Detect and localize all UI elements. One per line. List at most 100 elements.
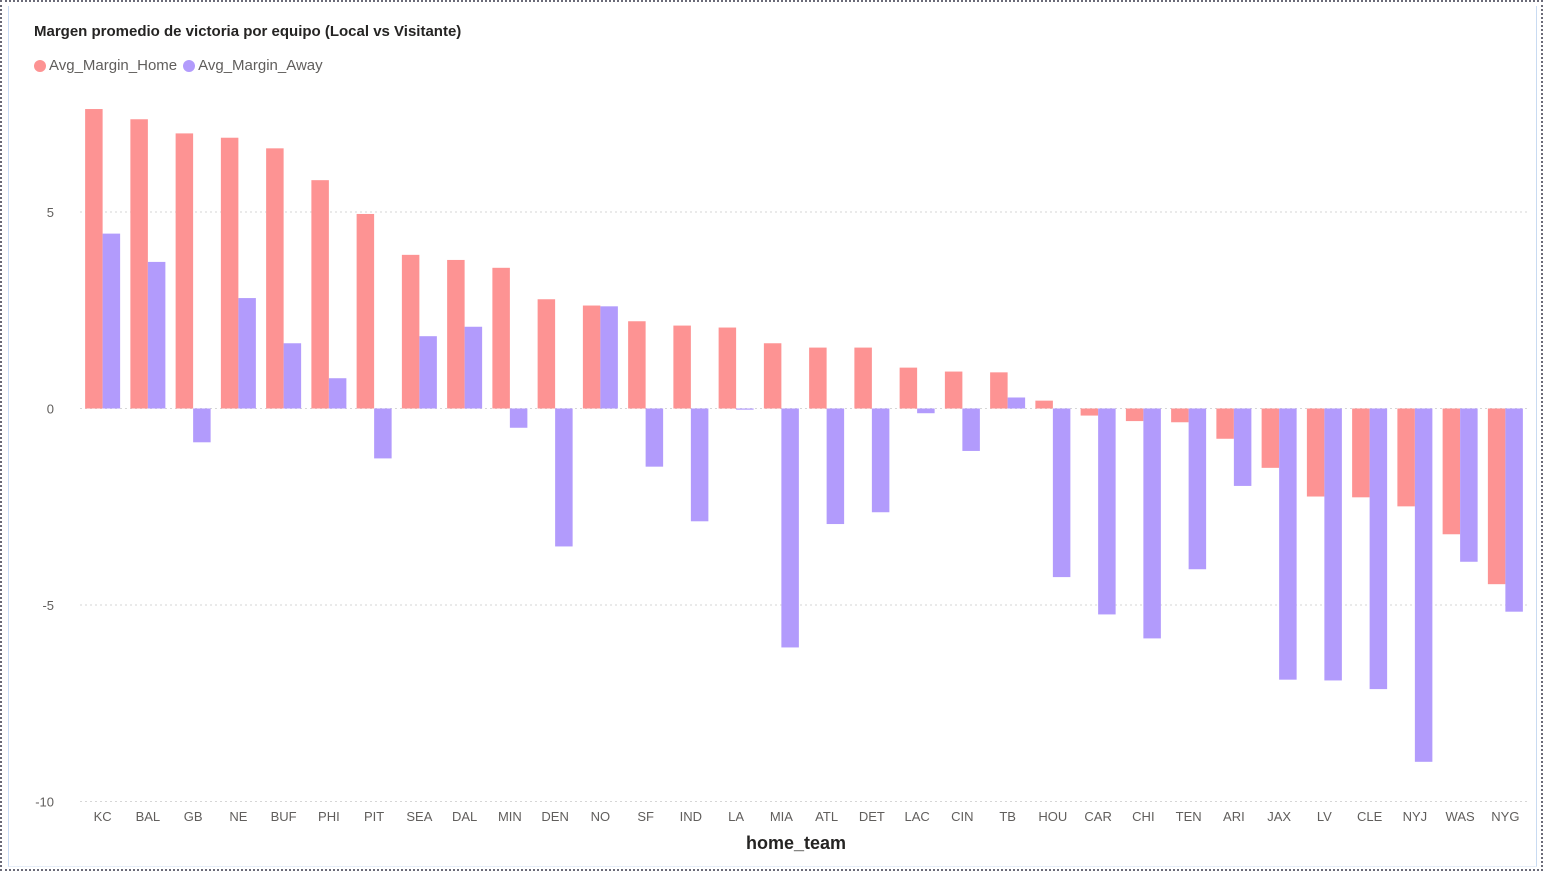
bar-home-phi[interactable] [311, 180, 329, 409]
y-tick-label: -5 [42, 598, 54, 613]
x-tick-label: MIN [498, 809, 522, 824]
x-tick-label: SF [637, 809, 654, 824]
visual-inner-edge [8, 6, 1537, 867]
bar-home-min[interactable] [492, 267, 510, 409]
bar-home-cle[interactable] [1352, 408, 1370, 498]
x-tick-label: ARI [1223, 809, 1245, 824]
bar-away-sf[interactable] [645, 408, 664, 467]
x-tick-label: DET [859, 809, 885, 824]
bars[interactable] [85, 109, 1523, 762]
bar-home-det[interactable] [854, 347, 872, 409]
bar-away-det[interactable] [871, 408, 890, 513]
x-tick-label: NYG [1491, 809, 1519, 824]
bar-away-pit[interactable] [374, 408, 392, 459]
x-tick-label: DAL [452, 809, 477, 824]
x-tick-label: BUF [271, 809, 297, 824]
x-tick-label: CIN [951, 809, 973, 824]
bar-away-mia[interactable] [781, 408, 799, 648]
bar-away-cin[interactable] [962, 408, 980, 451]
bar-away-lv[interactable] [1324, 408, 1342, 681]
bar-home-atl[interactable] [809, 347, 827, 409]
gridlines [80, 211, 1528, 802]
bar-away-car[interactable] [1098, 408, 1116, 615]
bar-home-cin[interactable] [944, 371, 963, 409]
bar-home-car[interactable] [1080, 408, 1099, 416]
bar-away-was[interactable] [1460, 408, 1478, 562]
x-tick-label: CLE [1357, 809, 1383, 824]
bar-home-hou[interactable] [1035, 400, 1053, 409]
legend-item-away[interactable]: Avg_Margin_Away [183, 57, 323, 74]
bar-away-bal[interactable] [147, 261, 166, 409]
bar-home-la[interactable] [718, 327, 737, 409]
x-tick-label: NE [229, 809, 247, 824]
bar-away-min[interactable] [509, 408, 528, 428]
bar-away-tb[interactable] [1007, 397, 1026, 409]
x-tick-label: GB [184, 809, 203, 824]
x-tick-label: SEA [406, 809, 432, 824]
x-tick-label: TEN [1176, 809, 1202, 824]
bar-home-nyj[interactable] [1397, 408, 1415, 507]
bar-away-no[interactable] [600, 306, 618, 409]
bar-home-chi[interactable] [1125, 408, 1144, 422]
bar-home-ne[interactable] [220, 137, 239, 409]
bar-home-jax[interactable] [1261, 408, 1280, 468]
bar-away-hou[interactable] [1052, 408, 1071, 578]
x-tick-label: ATL [815, 809, 838, 824]
bar-away-gb[interactable] [193, 408, 211, 443]
bar-home-ind[interactable] [673, 325, 691, 409]
bar-away-kc[interactable] [102, 233, 121, 409]
y-axis-ticks: 5 0 -5 -10 [35, 205, 54, 810]
bar-home-dal[interactable] [447, 259, 465, 409]
bar-away-dal[interactable] [464, 326, 483, 409]
x-tick-label: JAX [1267, 809, 1291, 824]
bar-away-phi[interactable] [328, 378, 347, 409]
bar-home-mia[interactable] [763, 343, 782, 409]
bar-home-buf[interactable] [266, 148, 284, 409]
bar-away-buf[interactable] [283, 343, 302, 409]
bar-home-kc[interactable] [85, 109, 103, 409]
bar-home-sf[interactable] [628, 321, 646, 409]
bar-home-nyg[interactable] [1487, 408, 1506, 585]
x-tick-label: IND [680, 809, 702, 824]
bar-home-no[interactable] [582, 305, 601, 409]
bar-home-gb[interactable] [175, 133, 194, 409]
bar-home-ten[interactable] [1171, 408, 1189, 423]
bar-away-la[interactable] [736, 408, 754, 410]
bar-home-was[interactable] [1442, 408, 1461, 535]
x-tick-label: WAS [1446, 809, 1475, 824]
bar-away-chi[interactable] [1143, 408, 1161, 639]
x-tick-label: DEN [541, 809, 568, 824]
bar-home-lac[interactable] [899, 367, 918, 409]
bar-away-ne[interactable] [238, 298, 256, 409]
x-tick-label: BAL [136, 809, 161, 824]
bar-away-ind[interactable] [690, 408, 709, 522]
bar-home-tb[interactable] [990, 372, 1008, 409]
y-tick-label: 0 [47, 402, 54, 417]
bar-home-pit[interactable] [356, 213, 375, 409]
bar-away-atl[interactable] [826, 408, 845, 525]
bar-home-ari[interactable] [1216, 408, 1234, 439]
bar-away-ten[interactable] [1188, 408, 1207, 570]
bar-away-ari[interactable] [1233, 408, 1252, 486]
chart-title: Margen promedio de victoria por equipo (… [34, 23, 462, 40]
bar-home-sea[interactable] [401, 254, 420, 409]
bar-away-nyg[interactable] [1505, 408, 1523, 612]
bar-away-den[interactable] [555, 408, 573, 547]
x-tick-label: TB [999, 809, 1016, 824]
bar-home-bal[interactable] [130, 119, 148, 409]
bar-away-nyj[interactable] [1414, 408, 1433, 762]
x-tick-label: CHI [1132, 809, 1154, 824]
chart-legend[interactable]: Avg_Margin_Home Avg_Margin_Away [34, 57, 329, 74]
x-tick-label: PIT [364, 809, 384, 824]
bar-away-lac[interactable] [917, 408, 935, 414]
bar-away-cle[interactable] [1369, 408, 1388, 690]
x-tick-label: CAR [1084, 809, 1111, 824]
legend-item-home[interactable]: Avg_Margin_Home [34, 57, 177, 74]
legend-marker-home [34, 59, 46, 72]
x-tick-label: HOU [1038, 809, 1067, 824]
bar-away-jax[interactable] [1279, 408, 1297, 680]
bar-away-sea[interactable] [419, 336, 437, 409]
bar-home-den[interactable] [537, 299, 556, 409]
bar-home-lv[interactable] [1306, 408, 1325, 497]
